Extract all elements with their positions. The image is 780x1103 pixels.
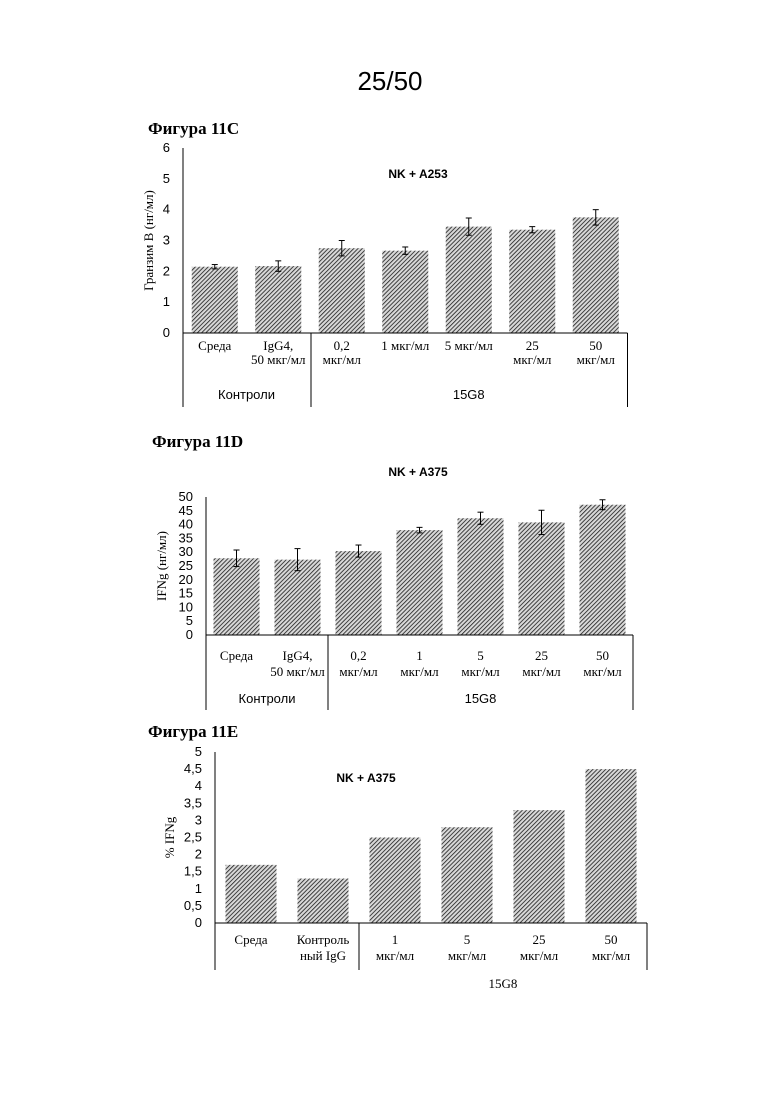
y-tick-label: 0 xyxy=(163,325,170,340)
x-category-label: IgG4, xyxy=(283,648,313,663)
y-tick-label: 0,5 xyxy=(184,898,202,913)
x-category-label: мкг/мл xyxy=(520,948,559,963)
page-number: 25/50 xyxy=(0,66,780,97)
bar xyxy=(442,827,493,923)
bar xyxy=(226,865,277,923)
bar xyxy=(519,522,565,635)
x-category-label: 5 xyxy=(477,648,484,663)
x-category-label: Контроль xyxy=(297,932,350,947)
x-category-label: 50 xyxy=(596,648,609,663)
bar xyxy=(458,518,504,635)
group-label: Контроли xyxy=(239,691,296,706)
x-category-label: мкг/мл xyxy=(461,664,500,679)
x-category-label: 50 мкг/мл xyxy=(251,352,306,367)
x-category-label: мкг/мл xyxy=(522,664,561,679)
x-category-label: 50 xyxy=(605,932,618,947)
bar xyxy=(255,266,301,333)
bar xyxy=(580,505,626,635)
x-category-label: 50 мкг/мл xyxy=(270,664,325,679)
y-tick-label: 5 xyxy=(163,171,170,186)
figure-11c-chart: 0 1 2 3 4 5 6 Гранзим B (нг/мл) NK + A253 Среда Ig… xyxy=(0,135,780,415)
y-axis-label: IFNg (нг/мл) xyxy=(154,531,169,601)
x-category-label: 25 xyxy=(526,338,539,353)
bar xyxy=(298,879,349,923)
x-category-label: мкг/мл xyxy=(583,664,622,679)
x-category-label: 50 xyxy=(589,338,602,353)
y-tick-label: 2 xyxy=(195,847,202,862)
x-category-label: Среда xyxy=(198,338,231,353)
bar xyxy=(586,769,637,923)
bar xyxy=(514,810,565,923)
x-category-label: мкг/мл xyxy=(323,352,362,367)
y-tick-label: 3,5 xyxy=(184,795,202,810)
y-tick-label: 3 xyxy=(195,812,202,827)
bar xyxy=(214,558,260,635)
y-tick-label: 4 xyxy=(163,202,170,217)
y-tick-label: 2 xyxy=(163,263,170,278)
x-category-label: 0,2 xyxy=(350,648,366,663)
group-label: Контроли xyxy=(218,387,275,402)
chart-title: NK + A253 xyxy=(388,167,448,181)
bar xyxy=(192,267,238,333)
y-tick-label: 25 xyxy=(179,558,193,573)
chart-title: NK + A375 xyxy=(388,465,448,479)
x-category-label: IgG4, xyxy=(263,338,293,353)
y-tick-label: 5 xyxy=(186,613,193,628)
figure-11d-chart: 05101520253035404550IFNg (нг/мл)NK + A37… xyxy=(0,455,780,720)
group-label: 15G8 xyxy=(489,976,518,991)
x-category-label: 5 мкг/мл xyxy=(445,338,493,353)
x-category-label: 1 мкг/мл xyxy=(381,338,429,353)
x-category-label: мкг/мл xyxy=(339,664,378,679)
figure-11d-title: Фигура 11D xyxy=(152,432,243,452)
x-category-label: 5 xyxy=(464,932,471,947)
y-tick-label: 3 xyxy=(163,233,170,248)
y-tick-label: 6 xyxy=(163,140,170,155)
bar xyxy=(446,227,492,333)
x-category-label: 25 xyxy=(533,932,546,947)
y-tick-label: 0 xyxy=(186,627,193,642)
group-label: 15G8 xyxy=(453,387,485,402)
x-category-label: мкг/мл xyxy=(513,352,552,367)
y-axis-label: Гранзим B (нг/мл) xyxy=(141,190,156,291)
x-category-label: мкг/мл xyxy=(577,352,616,367)
x-category-label: мкг/мл xyxy=(448,948,487,963)
y-tick-label: 4,5 xyxy=(184,761,202,776)
figure-11e-chart: 0 0,5 1 1,5 2 2,5 3 3,5 4 4,5 5 % IFNg NK + A375 Сред… xyxy=(0,738,780,998)
y-tick-label: 4 xyxy=(195,778,202,793)
bar xyxy=(509,230,555,333)
y-tick-label: 50 xyxy=(179,489,193,504)
bar xyxy=(319,248,365,333)
y-tick-label: 35 xyxy=(179,530,193,545)
y-tick-label: 1 xyxy=(163,294,170,309)
x-category-label: Среда xyxy=(220,648,253,663)
bar xyxy=(370,838,421,924)
y-tick-label: 5 xyxy=(195,744,202,759)
bar xyxy=(397,530,443,635)
bar xyxy=(382,251,428,333)
y-tick-label: 40 xyxy=(179,517,193,532)
group-label: 15G8 xyxy=(465,691,497,706)
y-axis-label: % IFNg xyxy=(162,816,177,858)
y-tick-label: 1 xyxy=(195,881,202,896)
bar xyxy=(573,217,619,333)
y-tick-label: 0 xyxy=(195,915,202,930)
y-tick-label: 15 xyxy=(179,586,193,601)
x-category-label: мкг/мл xyxy=(592,948,631,963)
y-tick-label: 20 xyxy=(179,572,193,587)
y-tick-label: 45 xyxy=(179,503,193,518)
x-category-label: мкг/мл xyxy=(400,664,439,679)
x-category-label: 0,2 xyxy=(334,338,350,353)
x-category-label: мкг/мл xyxy=(376,948,415,963)
y-tick-label: 1,5 xyxy=(184,864,202,879)
chart-title: NK + A375 xyxy=(336,771,396,785)
x-category-label: 1 xyxy=(392,932,399,947)
x-category-label: 1 xyxy=(416,648,423,663)
y-tick-label: 30 xyxy=(179,544,193,559)
x-category-label: Среда xyxy=(234,932,267,947)
y-tick-label: 10 xyxy=(179,599,193,614)
y-tick-label: 2,5 xyxy=(184,830,202,845)
x-category-label: ный IgG xyxy=(300,948,346,963)
x-category-label: 25 xyxy=(535,648,548,663)
bar xyxy=(336,551,382,635)
